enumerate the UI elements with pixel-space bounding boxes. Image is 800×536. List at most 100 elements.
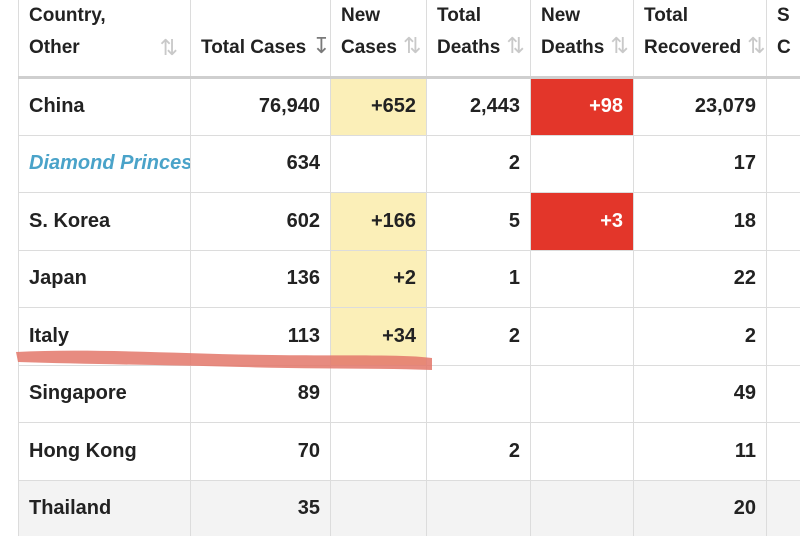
header-total-deaths-label: Total Deaths [437,0,500,64]
header-partial-line1: S [777,5,790,26]
header-new-deaths-line2: Deaths [541,37,605,58]
header-row: Country, Other ⇅ Total Cases ↧ New Cases … [18,0,800,79]
header-total-cases[interactable]: Total Cases ↧ [190,0,331,79]
country-name[interactable]: Italy [29,324,70,347]
total-recovered-cell: 18 [633,192,767,251]
sort-updown-icon[interactable]: ⇅ [747,33,766,58]
country-cell[interactable]: Japan [18,249,191,308]
new-cases-cell [330,479,427,536]
table-row: Thailand 35 20 [18,479,800,536]
new-deaths-cell: +3 [530,192,634,251]
country-cell[interactable]: Diamond Princess [18,134,191,193]
country-name[interactable]: China [29,95,85,118]
total-recovered-cell: 17 [633,134,767,193]
sort-updown-icon[interactable]: ⇅ [506,33,525,58]
total-deaths-cell [426,479,531,536]
header-total-recovered-line1: Total [644,5,688,26]
total-recovered-cell: 20 [633,479,767,536]
header-new-deaths-line1: New [541,5,581,26]
new-deaths-cell: +98 [530,77,634,136]
total-cases-cell: 136 [190,249,331,308]
header-total-recovered[interactable]: Total Recovered ⇅ [633,0,767,79]
table-row: Singapore 89 49 [18,364,800,423]
table-row: Hong Kong 70 2 11 [18,422,800,481]
table-row: China 76,940 +652 2,443 +98 23,079 [18,77,800,136]
sort-updown-icon[interactable]: ⇅ [403,33,422,58]
sort-updown-icon[interactable]: ⇅ [159,35,178,60]
country-name[interactable]: Japan [29,267,87,290]
sort-updown-icon[interactable]: ⇅ [610,33,629,58]
cases-table: Country, Other ⇅ Total Cases ↧ New Cases … [18,0,800,536]
header-total-cases-label: Total Cases [201,37,307,58]
new-cases-cell: +652 [330,77,427,136]
partial-cell [766,134,800,193]
header-new-deaths-label: New Deaths [541,0,604,64]
total-recovered-cell: 2 [633,307,767,366]
country-name[interactable]: Thailand [29,497,112,520]
country-name[interactable]: S. Korea [29,209,111,232]
new-cases-cell [330,134,427,193]
table-row: S. Korea 602 +166 5 +3 18 [18,192,800,251]
new-deaths-cell [530,479,634,536]
header-country-line1: Country, [29,5,106,26]
country-cell[interactable]: Hong Kong [18,422,191,481]
new-cases-cell: +34 [330,307,427,366]
table-row: Diamond Princess 634 2 17 [18,134,800,193]
header-partial-label: S C [777,0,791,64]
total-deaths-cell: 2 [426,422,531,481]
table-row: Japan 136 +2 1 22 [18,249,800,308]
header-total-deaths-line1: Total [437,5,481,26]
partial-cell [766,422,800,481]
total-cases-cell: 89 [190,364,331,423]
country-name-link[interactable]: Diamond Princess [29,152,191,175]
total-recovered-cell: 23,079 [633,77,767,136]
country-cell[interactable]: Thailand [18,479,191,536]
header-total-deaths-line2: Deaths [437,37,501,58]
new-deaths-cell [530,364,634,423]
partial-cell [766,364,800,423]
header-country-line2: Other [29,37,80,58]
header-new-cases-line1: New [341,5,381,26]
header-new-cases-label: New Cases [341,0,397,64]
header-new-cases-line2: Cases [341,37,397,58]
table-row: Italy 113 +34 2 2 [18,307,800,366]
new-deaths-cell [530,249,634,308]
total-deaths-cell: 2 [426,307,531,366]
new-deaths-cell [530,134,634,193]
header-total-deaths[interactable]: Total Deaths ⇅ [426,0,531,79]
partial-cell [766,77,800,136]
total-recovered-cell: 49 [633,364,767,423]
sort-descending-icon[interactable]: ↧ [312,33,331,58]
header-total-recovered-line2: Recovered [644,37,742,58]
total-deaths-cell: 1 [426,249,531,308]
country-cell[interactable]: Italy [18,307,191,366]
new-deaths-cell [530,422,634,481]
partial-cell [766,192,800,251]
header-country[interactable]: Country, Other ⇅ [18,0,191,79]
country-cell[interactable]: China [18,77,191,136]
total-cases-cell: 70 [190,422,331,481]
total-cases-cell: 602 [190,192,331,251]
new-cases-cell: +2 [330,249,427,308]
country-name[interactable]: Hong Kong [29,439,137,462]
partial-cell [766,479,800,536]
total-deaths-cell: 2,443 [426,77,531,136]
total-recovered-cell: 22 [633,249,767,308]
new-cases-cell [330,422,427,481]
total-cases-cell: 113 [190,307,331,366]
total-deaths-cell [426,364,531,423]
partial-cell [766,307,800,366]
header-new-cases[interactable]: New Cases ⇅ [330,0,427,79]
header-new-deaths[interactable]: New Deaths ⇅ [530,0,634,79]
country-cell[interactable]: S. Korea [18,192,191,251]
header-partial-column[interactable]: S C [766,0,800,79]
total-deaths-cell: 2 [426,134,531,193]
country-name[interactable]: Singapore [29,382,127,405]
total-deaths-cell: 5 [426,192,531,251]
country-cell[interactable]: Singapore [18,364,191,423]
total-cases-cell: 634 [190,134,331,193]
new-cases-cell: +166 [330,192,427,251]
new-cases-cell [330,364,427,423]
header-partial-line2: C [777,37,791,58]
